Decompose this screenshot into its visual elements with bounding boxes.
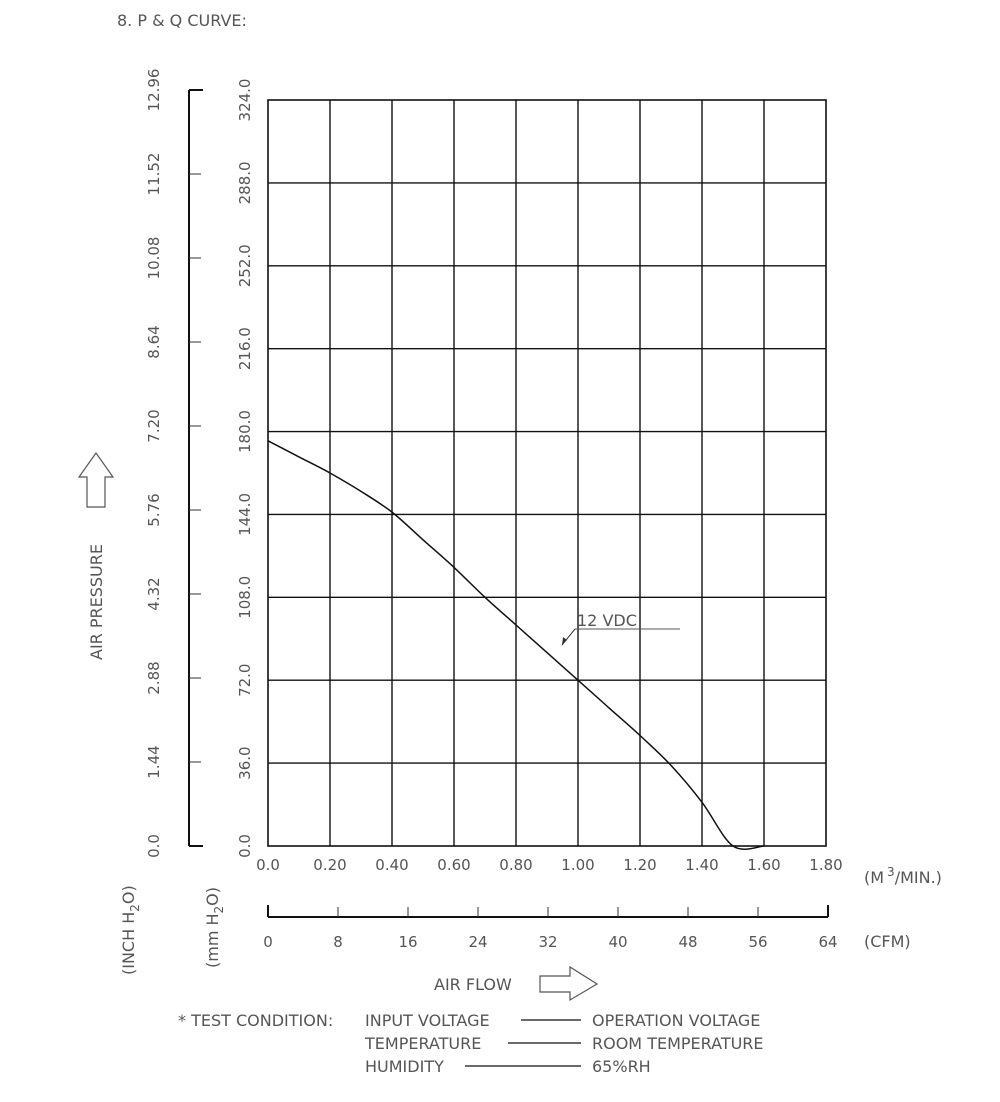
y-tick-label-mm: 216.0 [236,327,254,370]
y-unit-mm-prefix: (mm H [203,913,222,968]
x-tick-label-cfm: 16 [398,933,417,951]
y-unit-mm-suffix: O) [203,887,222,906]
y-tick-label-inch: 0.0 [145,834,163,858]
y-tick-label-inch: 11.52 [145,153,163,196]
x-tick-label-m3min: 0.60 [437,856,470,874]
x-tick-label-cfm: 32 [538,933,557,951]
x-unit-m3min: (M 3/MIN.) [864,865,942,887]
test-condition-label: HUMIDITY [365,1057,444,1076]
y-tick-label-inch: 2.88 [145,661,163,694]
x-tick-label-m3min: 1.20 [623,856,656,874]
y-tick-label-inch: 10.08 [145,237,163,280]
y-unit-inch-suffix: O) [119,885,138,904]
test-condition-value: 65%RH [592,1057,651,1076]
y-tick-label-mm: 324.0 [236,79,254,122]
x-unit-m3min-suffix: /MIN.) [895,868,942,887]
y-tick-label-mm: 144.0 [236,493,254,536]
x-axis-title: AIR FLOW [434,975,512,994]
inch-scale-bar [188,89,203,847]
x-tick-label-m3min: 0.0 [256,856,280,874]
test-condition-row: INPUT VOLTAGE OPERATION VOLTAGE [365,1011,760,1030]
x-tick-label-cfm: 24 [468,933,487,951]
test-condition-row: TEMPERATURE ROOM TEMPERATURE [364,1034,764,1053]
y-unit-mm-sub: 2 [212,906,226,914]
test-condition-label: TEMPERATURE [364,1034,481,1053]
x-tick-label-cfm: 64 [818,933,837,951]
x-tick-label-cfm: 40 [608,933,627,951]
plot-grid [268,100,826,846]
y-unit-inch: (INCH H2O) [119,885,142,975]
x-tick-label-m3min: 1.00 [561,856,594,874]
right-arrow-icon [539,965,599,1002]
x-tick-label-cfm: 48 [678,933,697,951]
y-tick-label-mm: 180.0 [236,410,254,453]
y-tick-label-mm: 288.0 [236,161,254,204]
y-tick-label-inch: 4.32 [145,577,163,610]
series-12vdc-line [267,440,765,850]
y-tick-label-mm: 108.0 [236,576,254,619]
test-condition-label: INPUT VOLTAGE [365,1011,490,1030]
y-unit-inch-sub: 2 [128,904,142,912]
y-tick-label-mm: 72.0 [236,664,254,697]
x-tick-label-m3min: 0.80 [499,856,532,874]
x-tick-label-cfm: 56 [748,933,767,951]
y-ticks-mm: 0.0 36.0 72.0 108.0 144.0 180.0 216.0 252.0 288.… [236,79,254,858]
y-tick-label-mm: 36.0 [236,746,254,779]
x-tick-label-m3min: 1.40 [685,856,718,874]
y-tick-label-mm: 252.0 [236,244,254,287]
y-tick-label-inch: 12.96 [145,69,163,112]
y-ticks-inch: 0.0 1.44 2.88 4.32 5.76 7.20 8.64 10.08 11.52 12.… [145,69,201,858]
y-unit-mm: (mm H2O) [203,887,226,968]
series-label-12vdc: 12 VDC [577,611,637,630]
y-tick-label-inch: 7.20 [145,409,163,442]
test-condition-row: HUMIDITY 65%RH [365,1057,651,1076]
plot-frame [267,99,827,847]
page-title: 8. P & Q CURVE: [117,11,247,30]
x-unit-m3min-sup: 3 [887,865,895,879]
test-condition-value: OPERATION VOLTAGE [592,1011,760,1030]
x-unit-cfm: (CFM) [864,932,911,951]
y-tick-label-inch: 1.44 [145,745,163,778]
y-tick-label-inch: 8.64 [145,325,163,358]
y-unit-inch-prefix: (INCH H [119,912,138,975]
y-tick-label-inch: 5.76 [145,493,163,526]
x-tick-label-m3min: 1.80 [809,856,842,874]
test-condition-value: ROOM TEMPERATURE [592,1034,764,1053]
x-ticks-cfm: 0 8 16 24 32 40 48 56 64 [263,907,838,951]
x-tick-label-m3min: 0.20 [313,856,346,874]
x-tick-label-m3min: 1.60 [747,856,780,874]
y-axis-title: AIR PRESSURE [87,544,106,660]
x-ticks-m3min: 0.0 0.20 0.40 0.60 0.80 1.00 1.20 1.40 1.60 1.80 [256,856,843,874]
x-tick-label-cfm: 0 [263,933,273,951]
x-tick-label-m3min: 0.40 [375,856,408,874]
test-condition-heading: * TEST CONDITION: [178,1011,333,1030]
series-leader [561,628,680,646]
up-arrow-icon [77,451,115,508]
x-unit-m3min-prefix: (M [864,868,884,887]
y-tick-label-mm: 0.0 [236,834,254,858]
x-tick-label-cfm: 8 [333,933,343,951]
